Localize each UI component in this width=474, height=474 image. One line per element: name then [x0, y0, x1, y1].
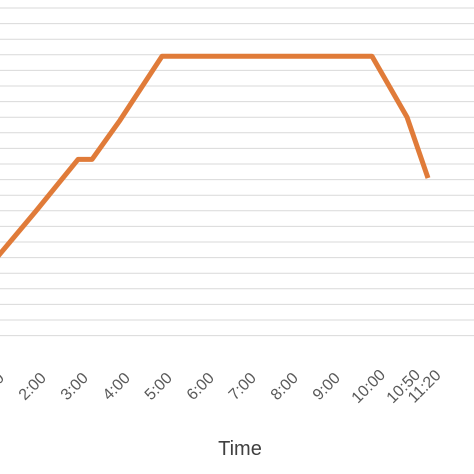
- x-axis-title: Time: [218, 438, 262, 460]
- x-tick-label: 9:00: [310, 370, 344, 404]
- x-tick-label: 5:00: [142, 370, 176, 404]
- x-tick-label: 8:00: [268, 370, 302, 404]
- x-tick-label: 7:00: [226, 370, 260, 404]
- x-tick-label: 2:00: [16, 370, 50, 404]
- x-tick-label: 10:00: [349, 367, 389, 407]
- x-tick-label: 6:00: [184, 370, 218, 404]
- series-group: [0, 53, 431, 258]
- x-tick-label: 4:00: [100, 370, 134, 404]
- gridlines: [0, 7, 474, 337]
- series-line-0: [0, 53, 431, 258]
- x-axis-ticks: 1:00 2:00 3:00 4:00 5:00 6:00 7:00 8:00 9:00 10:0…: [0, 367, 445, 407]
- x-tick-label: 1:00: [0, 370, 8, 404]
- x-tick-label: 3:00: [58, 370, 92, 404]
